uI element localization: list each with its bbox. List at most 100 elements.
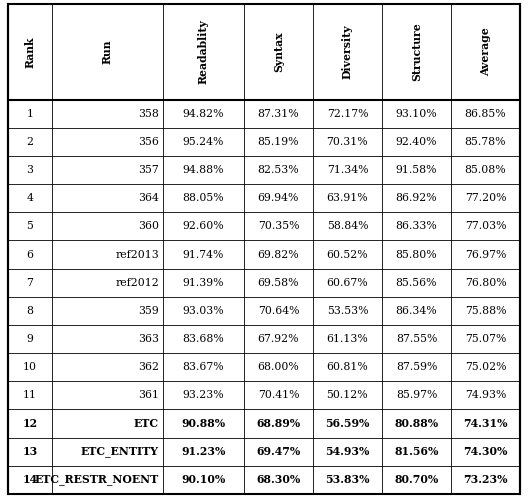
Text: 60.52%: 60.52%: [327, 249, 368, 259]
Text: 85.19%: 85.19%: [258, 137, 299, 147]
Text: 74.93%: 74.93%: [465, 390, 506, 400]
Text: 88.05%: 88.05%: [183, 193, 224, 203]
Text: 356: 356: [138, 137, 159, 147]
Text: 77.03%: 77.03%: [465, 221, 506, 232]
Text: Rank: Rank: [24, 36, 35, 68]
Text: 60.81%: 60.81%: [326, 362, 369, 372]
Text: 91.23%: 91.23%: [181, 446, 225, 457]
Text: 69.82%: 69.82%: [258, 249, 299, 259]
Text: 7: 7: [26, 278, 33, 288]
Text: 70.35%: 70.35%: [258, 221, 299, 232]
Text: 92.40%: 92.40%: [395, 137, 437, 147]
Text: 75.02%: 75.02%: [465, 362, 506, 372]
Text: 80.88%: 80.88%: [394, 418, 439, 429]
Text: 74.31%: 74.31%: [463, 418, 508, 429]
Text: 87.31%: 87.31%: [258, 109, 299, 119]
Text: 4: 4: [26, 193, 33, 203]
Text: 86.92%: 86.92%: [395, 193, 437, 203]
Text: 75.88%: 75.88%: [465, 306, 506, 316]
Text: Run: Run: [102, 39, 113, 64]
Text: 56.59%: 56.59%: [325, 418, 370, 429]
Text: 87.55%: 87.55%: [396, 334, 437, 344]
Text: 93.23%: 93.23%: [183, 390, 224, 400]
Text: 80.70%: 80.70%: [394, 475, 439, 486]
Text: 93.10%: 93.10%: [395, 109, 437, 119]
Text: 71.34%: 71.34%: [327, 165, 368, 175]
Text: 363: 363: [138, 334, 159, 344]
Text: ETC_RESTR_NOENT: ETC_RESTR_NOENT: [35, 475, 159, 486]
Text: 76.80%: 76.80%: [465, 278, 506, 288]
Text: ref2013: ref2013: [115, 249, 159, 259]
Text: 73.23%: 73.23%: [463, 475, 508, 486]
Text: 2: 2: [26, 137, 33, 147]
Text: 76.97%: 76.97%: [465, 249, 506, 259]
Text: 77.20%: 77.20%: [465, 193, 506, 203]
Text: 358: 358: [138, 109, 159, 119]
Text: 70.31%: 70.31%: [327, 137, 368, 147]
Text: 81.56%: 81.56%: [394, 446, 439, 457]
Text: 61.13%: 61.13%: [326, 334, 369, 344]
Text: 94.82%: 94.82%: [183, 109, 224, 119]
Text: 85.78%: 85.78%: [465, 137, 506, 147]
Text: 9: 9: [26, 334, 33, 344]
Text: 85.56%: 85.56%: [395, 278, 437, 288]
Text: 53.53%: 53.53%: [327, 306, 368, 316]
Text: 8: 8: [26, 306, 33, 316]
Text: 74.30%: 74.30%: [463, 446, 508, 457]
Text: 85.08%: 85.08%: [465, 165, 506, 175]
Text: 68.30%: 68.30%: [256, 475, 300, 486]
Text: 91.58%: 91.58%: [395, 165, 437, 175]
Text: 67.92%: 67.92%: [258, 334, 299, 344]
Text: 12: 12: [22, 418, 37, 429]
Text: 60.67%: 60.67%: [327, 278, 368, 288]
Text: 54.93%: 54.93%: [325, 446, 370, 457]
Text: 86.34%: 86.34%: [395, 306, 437, 316]
Text: Syntax: Syntax: [273, 31, 284, 72]
Text: 95.24%: 95.24%: [183, 137, 224, 147]
Text: 91.74%: 91.74%: [183, 249, 224, 259]
Text: 85.80%: 85.80%: [395, 249, 437, 259]
Text: 69.47%: 69.47%: [256, 446, 300, 457]
Text: 63.91%: 63.91%: [327, 193, 368, 203]
Text: 10: 10: [23, 362, 37, 372]
Text: 68.00%: 68.00%: [258, 362, 299, 372]
Text: 5: 5: [26, 221, 33, 232]
Text: 1: 1: [26, 109, 33, 119]
Text: 90.88%: 90.88%: [181, 418, 225, 429]
Text: Diversity: Diversity: [342, 24, 353, 79]
Text: 87.59%: 87.59%: [396, 362, 437, 372]
Text: 75.07%: 75.07%: [465, 334, 506, 344]
Text: Readablity: Readablity: [198, 19, 209, 84]
Text: ref2012: ref2012: [115, 278, 159, 288]
Text: 364: 364: [138, 193, 159, 203]
Text: ETC: ETC: [134, 418, 159, 429]
Text: 70.41%: 70.41%: [258, 390, 299, 400]
Text: 83.68%: 83.68%: [183, 334, 224, 344]
Text: 91.39%: 91.39%: [183, 278, 224, 288]
Text: 362: 362: [138, 362, 159, 372]
Text: 53.83%: 53.83%: [325, 475, 370, 486]
Text: 13: 13: [22, 446, 37, 457]
Text: 68.89%: 68.89%: [256, 418, 300, 429]
Text: 85.97%: 85.97%: [396, 390, 437, 400]
Text: 93.03%: 93.03%: [183, 306, 224, 316]
Text: 86.85%: 86.85%: [465, 109, 506, 119]
Text: 361: 361: [138, 390, 159, 400]
Text: 14: 14: [22, 475, 37, 486]
Text: 360: 360: [138, 221, 159, 232]
Text: 359: 359: [138, 306, 159, 316]
Text: 58.84%: 58.84%: [327, 221, 368, 232]
Text: Structure: Structure: [411, 22, 422, 81]
Text: 69.94%: 69.94%: [258, 193, 299, 203]
Text: 357: 357: [138, 165, 159, 175]
Text: 94.88%: 94.88%: [183, 165, 224, 175]
Text: 72.17%: 72.17%: [327, 109, 368, 119]
Text: 70.64%: 70.64%: [258, 306, 299, 316]
Text: 50.12%: 50.12%: [327, 390, 368, 400]
Text: 83.67%: 83.67%: [183, 362, 224, 372]
Text: 86.33%: 86.33%: [395, 221, 437, 232]
Text: 69.58%: 69.58%: [258, 278, 299, 288]
Text: ETC_ENTITY: ETC_ENTITY: [81, 446, 159, 457]
Text: 6: 6: [26, 249, 33, 259]
Text: 92.60%: 92.60%: [183, 221, 224, 232]
